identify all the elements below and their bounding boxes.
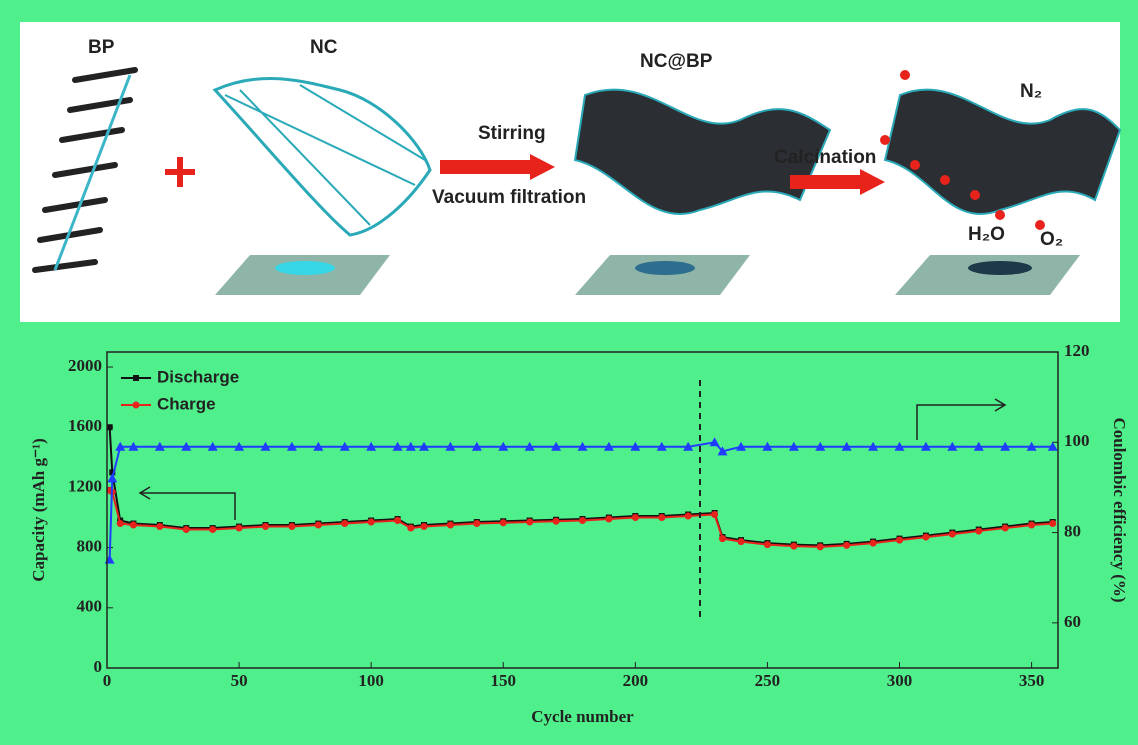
y2-tick-label: 120 bbox=[1064, 341, 1090, 360]
film-1 bbox=[275, 261, 335, 275]
schematic: BP NC NC@BP Stirring Vacuum filtration C… bbox=[20, 22, 1120, 322]
series-marker bbox=[1049, 520, 1056, 527]
series-marker bbox=[407, 525, 414, 532]
y-tick-label: 2000 bbox=[68, 356, 102, 375]
y-axis-label: Capacity (mAh g⁻¹) bbox=[29, 438, 48, 581]
legend-label: Charge bbox=[157, 394, 216, 413]
series-marker bbox=[447, 522, 454, 529]
legend-marker bbox=[133, 402, 140, 409]
series-marker bbox=[156, 523, 163, 530]
x-axis-label: Cycle number bbox=[531, 707, 634, 726]
series-marker bbox=[711, 511, 718, 518]
label-stirring: Stirring bbox=[478, 123, 546, 144]
series-marker bbox=[975, 528, 982, 535]
label-vacuum: Vacuum filtration bbox=[432, 187, 586, 208]
series-marker bbox=[870, 540, 877, 547]
label-calcination: Calcination bbox=[774, 147, 876, 168]
series-marker bbox=[368, 519, 375, 526]
label-o2: O₂ bbox=[1040, 229, 1063, 250]
series-marker bbox=[843, 542, 850, 549]
y-tick-label: 1600 bbox=[68, 416, 102, 435]
y2-axis-label: Coulombic efficiency (%) bbox=[1110, 417, 1129, 602]
series-marker bbox=[949, 531, 956, 538]
label-ncbp: NC@BP bbox=[640, 51, 713, 72]
y-tick-label: 800 bbox=[77, 537, 103, 556]
series-marker bbox=[288, 523, 295, 530]
label-h2o: H₂O bbox=[968, 224, 1005, 245]
label-n2: N₂ bbox=[1020, 81, 1042, 102]
series-marker bbox=[209, 526, 216, 533]
series-marker bbox=[394, 517, 401, 524]
series-marker bbox=[500, 519, 507, 526]
x-tick-label: 200 bbox=[623, 671, 649, 690]
series-marker bbox=[1028, 522, 1035, 529]
x-tick-label: 100 bbox=[358, 671, 384, 690]
figure: BP NC NC@BP Stirring Vacuum filtration C… bbox=[0, 0, 1138, 740]
label-nc: NC bbox=[310, 37, 338, 58]
series-marker bbox=[262, 523, 269, 530]
y2-tick-label: 100 bbox=[1064, 431, 1090, 450]
series-marker bbox=[685, 513, 692, 520]
series-marker bbox=[764, 541, 771, 548]
y2-tick-label: 60 bbox=[1064, 612, 1081, 631]
series-marker bbox=[922, 534, 929, 541]
series-marker bbox=[896, 537, 903, 544]
series-marker bbox=[183, 526, 190, 533]
series-marker bbox=[790, 543, 797, 550]
label-bp: BP bbox=[88, 37, 115, 58]
y-tick-label: 1200 bbox=[68, 476, 102, 495]
series-marker bbox=[579, 517, 586, 524]
x-tick-label: 50 bbox=[231, 671, 248, 690]
series-marker bbox=[341, 520, 348, 527]
film-3 bbox=[968, 261, 1032, 275]
x-tick-label: 0 bbox=[103, 671, 112, 690]
y2-tick-label: 80 bbox=[1064, 521, 1081, 540]
series-marker bbox=[605, 516, 612, 523]
series-marker bbox=[473, 520, 480, 527]
series-marker bbox=[130, 522, 137, 529]
series-marker bbox=[236, 525, 243, 532]
series-marker bbox=[117, 520, 124, 527]
film-2 bbox=[635, 261, 695, 275]
series-marker bbox=[817, 543, 824, 550]
series-marker bbox=[315, 522, 322, 529]
y-tick-label: 0 bbox=[94, 657, 103, 676]
series-marker bbox=[738, 538, 745, 545]
series-marker bbox=[526, 519, 533, 526]
legend-marker bbox=[133, 375, 139, 381]
legend-label: Discharge bbox=[157, 367, 239, 386]
series-marker bbox=[421, 523, 428, 530]
series-marker bbox=[553, 518, 560, 525]
series-marker bbox=[719, 535, 726, 542]
x-tick-label: 300 bbox=[887, 671, 913, 690]
x-tick-label: 250 bbox=[755, 671, 781, 690]
series-marker bbox=[632, 514, 639, 521]
series-marker bbox=[658, 514, 665, 521]
y-tick-label: 400 bbox=[77, 597, 103, 616]
x-tick-label: 350 bbox=[1019, 671, 1045, 690]
x-tick-label: 150 bbox=[491, 671, 517, 690]
series-marker bbox=[1002, 525, 1009, 532]
